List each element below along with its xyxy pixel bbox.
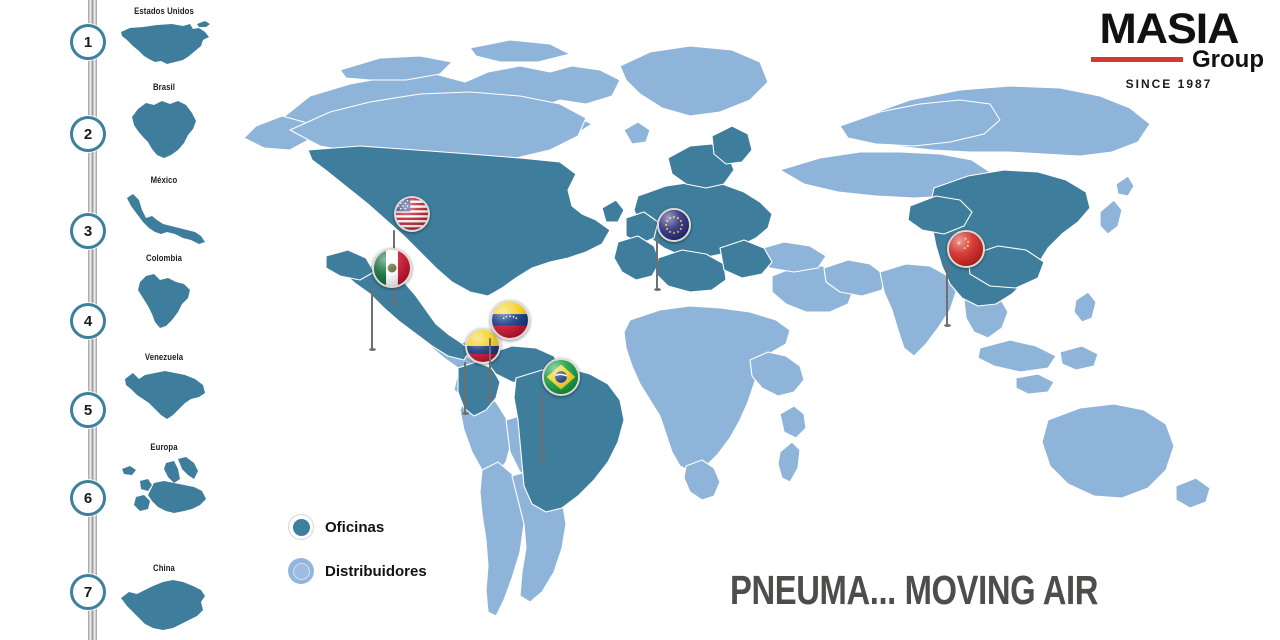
legend-item-oficinas: Oficinas [288, 510, 427, 544]
step-number-2[interactable]: 2 [70, 116, 106, 152]
logo-red-line [1091, 57, 1183, 63]
pin-stem [368, 286, 375, 351]
legend-item-distribuidores: Distribuidores [288, 554, 427, 588]
step-number-3[interactable]: 3 [70, 213, 106, 249]
pin-stem [538, 394, 545, 461]
step-number-4[interactable]: 4 [70, 303, 106, 339]
eu-flag-icon[interactable] [657, 208, 691, 242]
logo-brand-name: MASIA [1099, 5, 1240, 53]
logo-group-row: Group [1074, 45, 1264, 73]
country-shape-mexico-icon [108, 188, 220, 250]
legend-marker-distribuidores-icon [288, 558, 314, 584]
country-shape-venezuela-icon [108, 365, 220, 423]
legend-marker-oficinas-icon [288, 514, 314, 540]
country-shape-colombia-icon [108, 268, 220, 334]
cn-flag-icon[interactable] [947, 230, 985, 268]
step-label-estados-unidos: Estados Unidos [134, 6, 194, 16]
map-legend: Oficinas Distribuidores [288, 510, 427, 598]
country-shape-china-icon [108, 576, 220, 634]
country-timeline-sidebar: Estados Unidos 1 Brasil 2 México 3 Colom… [0, 0, 220, 640]
country-shape-europe-icon [108, 455, 220, 517]
step-label-china: China [153, 563, 175, 573]
ve-flag-icon[interactable] [490, 300, 530, 340]
step-label-colombia: Colombia [146, 253, 182, 263]
logo-group-word: Group [1192, 45, 1264, 73]
us-flag-icon[interactable] [394, 196, 430, 232]
step-label-venezuela: Venezuela [144, 352, 184, 362]
pin-stem [653, 238, 660, 291]
world-map-svg [243, 39, 1211, 617]
masia-group-logo: MASIA Group SINCE 1987 [1074, 7, 1264, 91]
tagline: PNEUMA... MOVING AIR [730, 567, 1098, 613]
country-shape-usa-icon [108, 18, 220, 70]
step-number-1[interactable]: 1 [70, 24, 106, 60]
step-number-7[interactable]: 7 [70, 574, 106, 610]
step-number-6[interactable]: 6 [70, 480, 106, 516]
country-shape-brazil-icon [108, 95, 220, 163]
pin-stem [461, 362, 468, 415]
legend-label-oficinas: Oficinas [325, 518, 385, 536]
step-label-europa: Europa [150, 442, 178, 452]
pin-stem [486, 338, 493, 401]
step-label-brasil: Brasil [152, 82, 176, 92]
legend-label-distribuidores: Distribuidores [325, 562, 427, 580]
step-label-mexico: México [150, 175, 178, 185]
br-flag-icon[interactable] [542, 358, 580, 396]
pin-stem [943, 264, 950, 327]
logo-since-text: SINCE 1987 [1125, 76, 1213, 91]
mx-flag-icon[interactable] [372, 248, 412, 288]
step-number-5[interactable]: 5 [70, 392, 106, 428]
